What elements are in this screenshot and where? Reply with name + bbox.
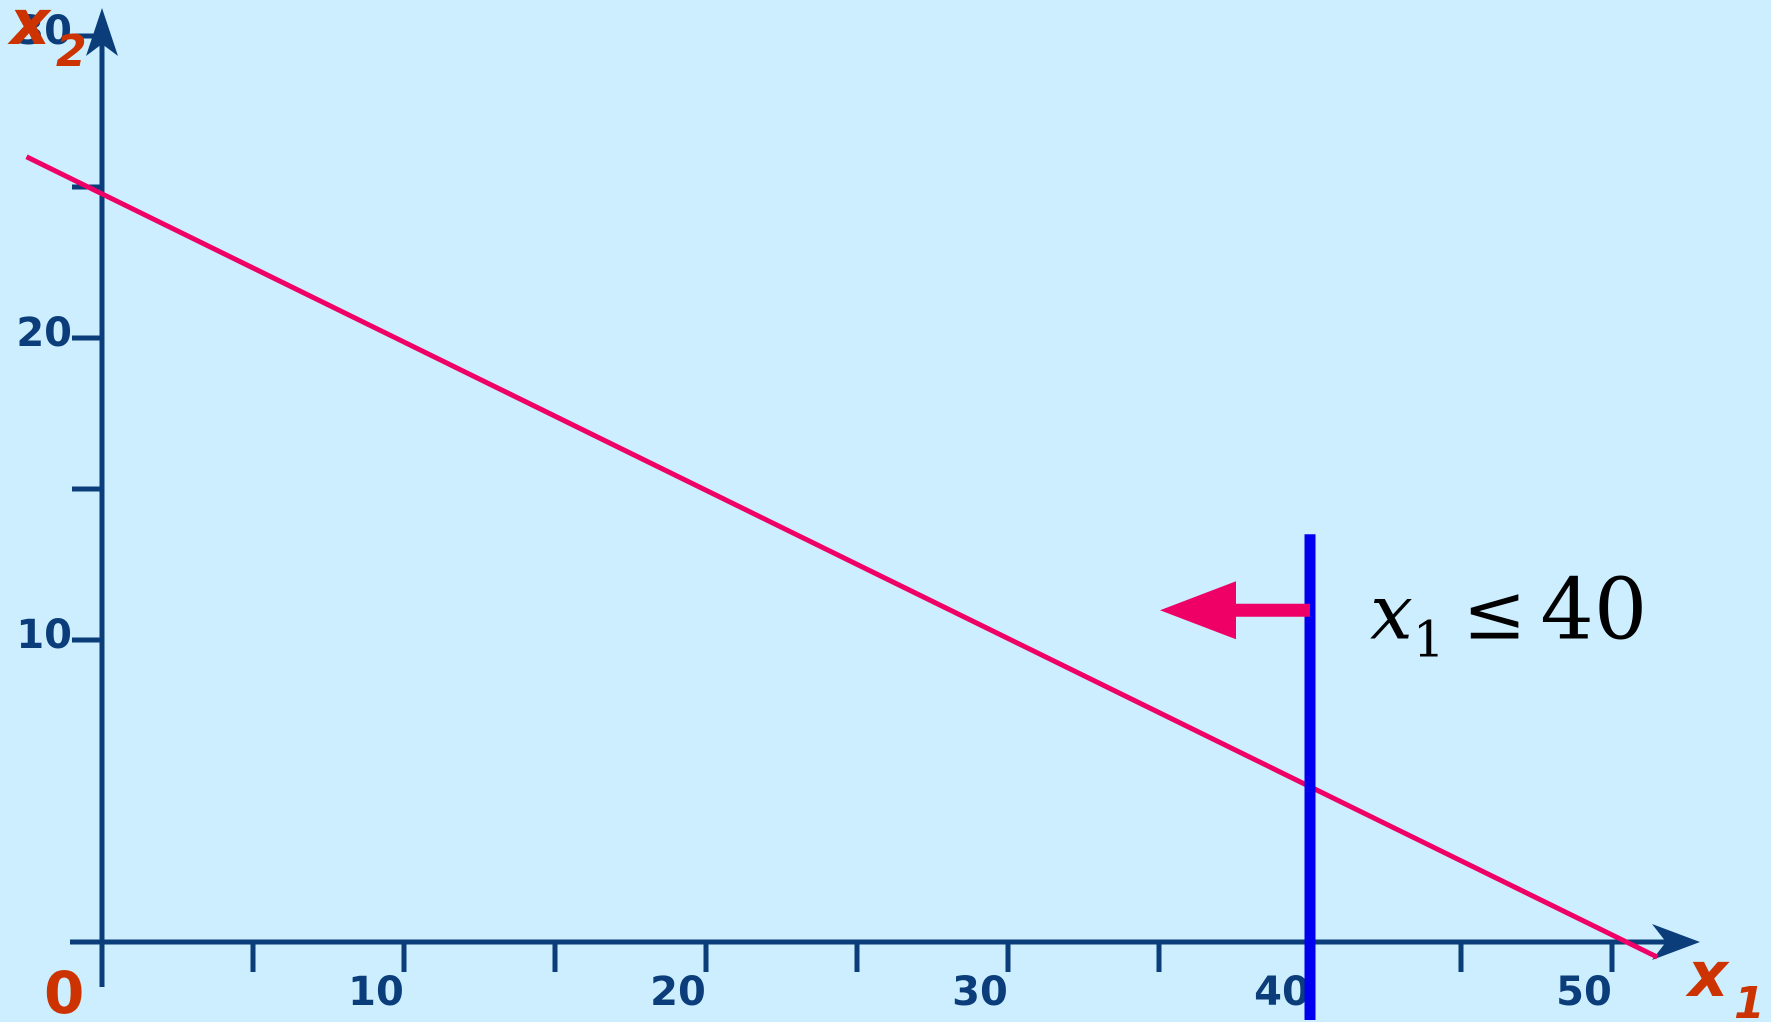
series [25, 154, 1659, 960]
y-tick-label: 20 [16, 310, 72, 356]
direction-arrow-icon [1160, 581, 1236, 640]
y-axis-arrow-icon [86, 8, 118, 56]
constraint-var: x [1370, 567, 1413, 656]
constraint: x1 ≤40 [1160, 534, 1647, 1020]
y-tick-label: 10 [16, 612, 72, 658]
y-tick-label: 30 [16, 8, 72, 54]
constraint-op: ≤ [1463, 567, 1527, 656]
series-line [25, 154, 1659, 960]
x-tick-label: 10 [348, 969, 404, 1015]
constraint-value: 40 [1540, 560, 1647, 658]
y-axis-label-sub: 2 [56, 26, 87, 77]
x-axis-label-var: x [1685, 938, 1730, 1011]
x-tick-label: 30 [952, 969, 1008, 1015]
y-axis-label-var: x [7, 0, 52, 59]
constraint-sub: 1 [1413, 610, 1445, 668]
ticks: 10 20 30 40 50 10 20 30 [16, 8, 1615, 1015]
axes [70, 8, 1700, 987]
x-tick-label: 20 [650, 969, 706, 1015]
x-tick-label: 50 [1556, 969, 1612, 1015]
x-tick-label: 40 [1254, 969, 1310, 1015]
x-axis-arrow-icon [1652, 924, 1700, 960]
origin-label: 0 [44, 959, 84, 1022]
x-axis-label-sub: 1 [1734, 978, 1765, 1022]
labels: x 2x 10 [7, 0, 1765, 1022]
constraint-label: x1 ≤40 [1370, 560, 1647, 668]
